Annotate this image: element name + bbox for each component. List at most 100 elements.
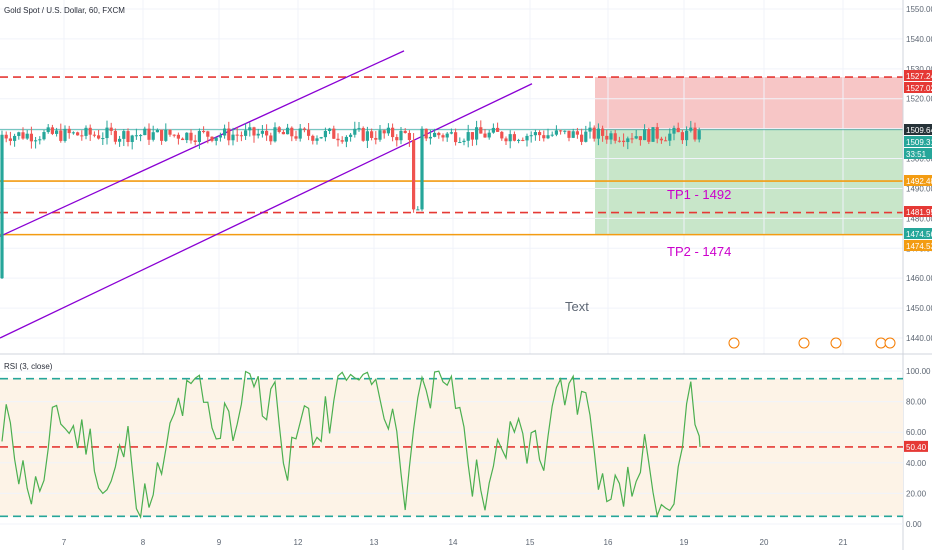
rsi-value-badge [904,440,928,452]
candle-body [311,135,315,141]
candle-body [613,133,617,141]
candle-body [223,128,227,136]
candle-body [407,132,411,140]
candle-body [643,129,647,141]
candle-body [609,133,613,140]
candle-body [134,135,138,137]
candle-body [46,127,50,133]
event-markers[interactable] [728,337,896,349]
candle-body [651,127,655,142]
price-tick-label: 1500.00 [906,155,932,164]
rsi-pane: 100.00 80.00 60.00 40.00 20.00 0.00 50.40 [0,367,931,529]
price-badge [904,228,932,239]
candle-body [647,129,651,142]
candle-body [80,135,84,137]
rsi-tick-label: 80.00 [906,398,927,407]
candle-body [227,128,231,141]
event-marker-icon[interactable] [884,337,896,349]
candle-body [235,134,239,136]
candle-body [319,137,323,139]
candle-body [17,132,21,136]
candle-body [403,130,407,133]
candle-body [550,134,554,136]
candle-body [479,127,483,134]
channel-line[interactable] [0,50,405,237]
candle-body [584,131,588,142]
rsi-tick-label: 0.00 [906,520,922,529]
rsi-tick-label: 20.00 [906,489,927,498]
event-marker-icon[interactable] [728,337,740,349]
text-note[interactable]: Text [565,299,589,314]
price-badge [904,175,932,186]
price-badges: 1527.24 1527.02 1509.64 1509.31 33:51 1492.48… [904,70,932,251]
candle-body [491,127,495,133]
candle-body [248,127,252,131]
rsi-line [1,370,701,520]
candle-body [302,128,306,130]
price-tick-label: 1490.00 [906,184,932,193]
candle-body [130,135,134,142]
candle-body [353,128,357,135]
candle-body [113,130,117,142]
candle-body [273,127,277,142]
price-badge-text: 33:51 [906,150,927,159]
time-tick-label: 13 [370,538,379,547]
candle-body [260,130,264,134]
candle-body [697,130,701,140]
candle-body [109,127,113,131]
price-badge [904,240,932,251]
time-tick-label: 12 [294,538,303,547]
price-pane: 1550.001540.001530.001520.001510.001500.… [0,0,932,354]
candle-body [147,128,151,140]
event-marker-icon[interactable] [798,337,810,349]
candle-body [176,134,180,139]
candle-body [391,127,395,138]
price-badge-text: 1474.56 [906,230,932,239]
candle-body [512,134,516,141]
candle-body [634,136,638,139]
time-tick-label: 19 [680,538,689,547]
candle-body [277,127,281,132]
rsi-axis: 100.00 80.00 60.00 40.00 20.00 0.00 [906,367,931,529]
candle-body [445,133,449,138]
price-tick-label: 1460.00 [906,274,932,283]
candle-body [504,138,508,142]
candle-body [567,130,571,138]
candle-body [546,135,550,139]
candle-body [416,209,420,211]
candle-body [378,130,382,140]
candle-body [76,132,80,136]
candle-body [374,137,378,140]
candle-body [286,127,290,135]
candle-body [655,127,659,139]
candle-body [139,135,143,137]
time-tick-label: 21 [839,538,848,547]
candle-body [659,138,663,141]
candle-body [617,140,621,142]
candle-body [55,130,59,134]
rsi-badge: 50.40 [904,440,928,452]
candle-body [315,138,319,141]
candle-body [97,135,101,139]
candle-body [84,127,88,136]
candle-body [101,138,105,140]
candle-body [143,128,147,136]
tp1-label[interactable]: TP1 - 1492 [667,187,731,202]
price-badge-text: 1509.31 [906,138,932,147]
candle-body [382,130,386,134]
price-badge-text: 1527.24 [906,72,932,81]
candle-body [340,140,344,142]
candle-body [475,127,479,140]
candle-body [357,127,361,129]
candle-body [63,128,67,141]
candle-body [13,135,17,141]
candle-body [42,132,46,140]
tp2-label[interactable]: TP2 - 1474 [667,244,731,259]
event-marker-icon[interactable] [830,337,842,349]
channel-line[interactable] [0,83,533,339]
price-tick-label: 1520.00 [906,95,932,104]
candle-body [256,133,260,136]
price-badge-text: 1527.02 [906,84,932,93]
candle-body [676,127,680,133]
